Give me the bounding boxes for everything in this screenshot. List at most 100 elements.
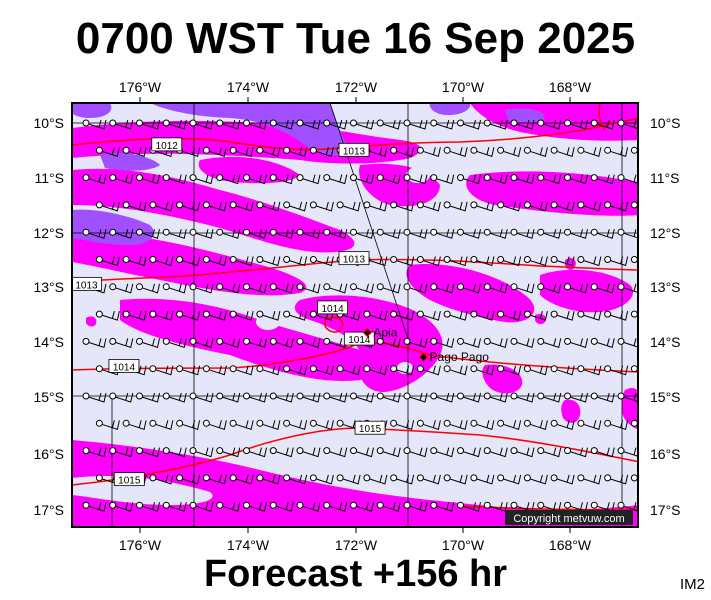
place-name: Pago Pago [430, 350, 490, 364]
isobar-label: 1015 [113, 472, 145, 487]
wind-barb [283, 256, 308, 267]
wind-barb [430, 501, 455, 512]
wind-barb [136, 392, 160, 403]
wind-barb [162, 501, 187, 512]
wind-barb [189, 337, 214, 349]
wind-barb [189, 228, 214, 239]
wind-barb [82, 447, 107, 458]
lat-label-right: 12°S [650, 225, 681, 241]
wind-barb [95, 310, 120, 321]
wind-barb [256, 310, 281, 321]
wind-barb [564, 337, 588, 349]
wind-barb [470, 146, 495, 157]
isobar-label: 1012 [151, 137, 183, 152]
wind-barb [269, 174, 294, 185]
wind-barb [363, 201, 388, 212]
isobar-label-text: 1015 [118, 476, 141, 487]
isobar-label-text: 1013 [75, 280, 98, 291]
wind-barb [604, 310, 629, 321]
wind-barb [309, 419, 334, 430]
wind-barb [82, 119, 107, 130]
wind-barb [457, 174, 481, 185]
wind-barb [510, 283, 535, 294]
wind-barb [403, 337, 428, 349]
place-name: Apia [373, 326, 397, 340]
wind-barb [149, 201, 174, 212]
lat-label-left: 12°S [33, 225, 64, 241]
wind-barb [443, 365, 468, 376]
wind-barb [176, 474, 201, 485]
lon-label-top: 176°W [119, 79, 162, 95]
wind-barb [350, 119, 374, 130]
wind-barb [216, 447, 241, 458]
lat-label-left: 13°S [33, 279, 64, 295]
wind-barb [590, 174, 615, 185]
wind-barb [162, 119, 187, 130]
wind-barb [497, 365, 522, 376]
wind-barb [176, 419, 201, 430]
wind-barb [243, 283, 267, 294]
wind-barb [390, 365, 415, 376]
lat-label-left: 17°S [33, 502, 64, 518]
wind-barb [296, 228, 321, 239]
wind-barb [430, 119, 455, 130]
wind-barb [149, 310, 174, 321]
wind-barb [256, 201, 281, 212]
wind-barb [604, 256, 629, 267]
wind-barb [189, 501, 214, 512]
wind-barb [216, 228, 241, 239]
axis-ticks [139, 97, 571, 533]
axis-labels: 176°W 174°W 172°W 170°W 168°W 176°W 174°… [33, 79, 680, 553]
wind-barb [523, 146, 548, 157]
wind-barb [604, 201, 629, 212]
wind-barb [162, 337, 187, 349]
map-frame [71, 102, 639, 528]
wind-barb [283, 146, 308, 157]
wind-barb [577, 474, 602, 485]
wind-barb [82, 228, 107, 239]
wind-barb [323, 174, 348, 185]
copyright-text: Copyright metvuw.com [513, 513, 624, 525]
precipitation-gaps [72, 167, 430, 505]
wind-barb [256, 365, 281, 376]
wind-barb [617, 447, 638, 457]
wind-barb [162, 228, 187, 239]
wind-barb [617, 119, 638, 130]
wind-barb [523, 365, 548, 376]
wind-barb [376, 392, 401, 403]
lat-label-right: 13°S [650, 279, 681, 295]
wind-barb [269, 501, 294, 512]
wind-barb [617, 337, 638, 348]
wind-barb [457, 447, 481, 458]
wind-barb [537, 228, 562, 239]
copyright-badge: Copyright metvuw.com [505, 510, 633, 525]
wind-barb [523, 310, 548, 321]
wind-barb [483, 392, 508, 403]
isobar-label-text: 1015 [359, 424, 382, 435]
wind-barb [470, 419, 495, 430]
wind-barb [483, 337, 508, 349]
wind-barb [82, 392, 107, 403]
wind-barb [136, 501, 160, 512]
wind-barb [564, 447, 588, 458]
wind-barb [136, 228, 160, 239]
wind-barb [590, 392, 615, 403]
wind-barb [430, 283, 455, 294]
wind-barb [122, 256, 147, 267]
wind-barb [95, 201, 120, 212]
wind-barb [109, 119, 134, 130]
wind-barb [216, 283, 241, 294]
wind-barb [229, 474, 254, 485]
wind-barb [483, 174, 508, 185]
wind-barb [176, 365, 201, 376]
lat-label-right: 14°S [650, 334, 681, 350]
wind-barb [416, 365, 441, 376]
wind-barb [416, 310, 441, 321]
wind-barb [323, 119, 348, 130]
wind-barb [189, 447, 214, 458]
wind-barb [497, 474, 522, 485]
place-diamond-icon [362, 327, 373, 338]
wind-barb [122, 146, 147, 157]
wind-barb [590, 283, 615, 294]
lon-label-bottom: 174°W [227, 537, 270, 553]
